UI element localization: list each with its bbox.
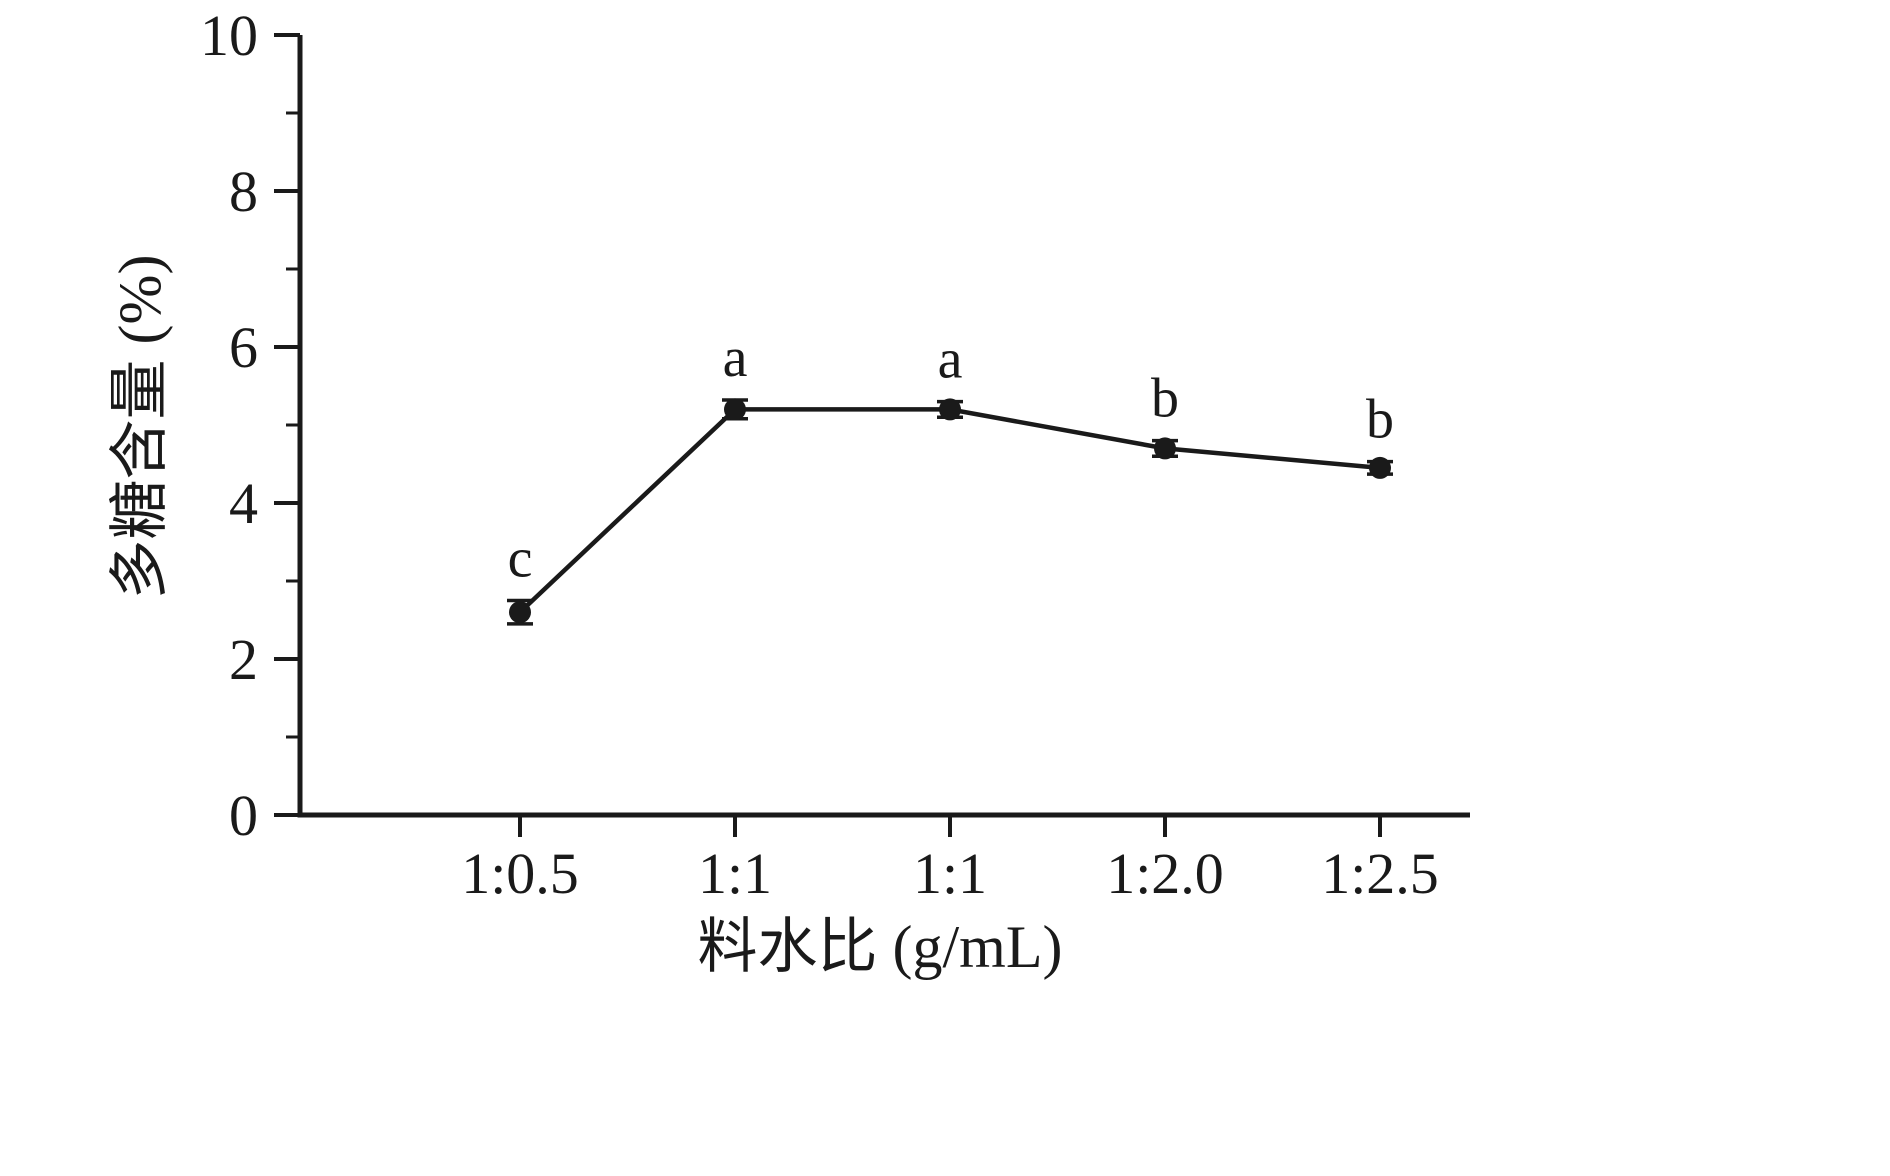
- axes: [297, 35, 1470, 818]
- data-point-marker: [1154, 437, 1176, 460]
- y-tick-label: 4: [229, 471, 258, 536]
- x-axis-title: 料水比 (g/mL): [697, 914, 1063, 980]
- significance-letter: a: [723, 327, 748, 389]
- data-point-marker: [724, 398, 746, 421]
- x-tick-label: 1:2.5: [1321, 841, 1439, 906]
- series-line: [518, 407, 1381, 614]
- significance-letter: a: [938, 329, 963, 391]
- x-tick-label: 1:1: [698, 841, 772, 906]
- significance-letter: b: [1151, 368, 1179, 430]
- y-tick-label: 8: [229, 159, 258, 224]
- x-axis-ticks: 1:0.5 1:1 1:1 1:2.0 1:2.5: [461, 815, 1439, 906]
- x-tick-label: 1:0.5: [461, 841, 579, 906]
- data-point-marker: [1369, 456, 1391, 479]
- error-bars: [507, 398, 1393, 626]
- y-axis-ticks: 0 2 4 6 8 10: [200, 3, 300, 848]
- y-tick-label: 6: [229, 315, 258, 380]
- significance-letter: c: [508, 528, 533, 590]
- y-tick-label: 0: [229, 783, 258, 848]
- x-tick-label: 1:1: [913, 841, 987, 906]
- point-annotations: c a a b b: [508, 327, 1394, 589]
- data-points: [509, 398, 1391, 624]
- x-tick-label: 1:2.0: [1106, 841, 1224, 906]
- y-tick-label: 10: [200, 3, 258, 68]
- y-tick-label: 2: [229, 627, 258, 692]
- significance-letter: b: [1366, 389, 1394, 451]
- data-point-marker: [939, 398, 961, 421]
- y-axis-title: 多糖含量 (%): [107, 254, 173, 600]
- data-point-marker: [509, 601, 531, 624]
